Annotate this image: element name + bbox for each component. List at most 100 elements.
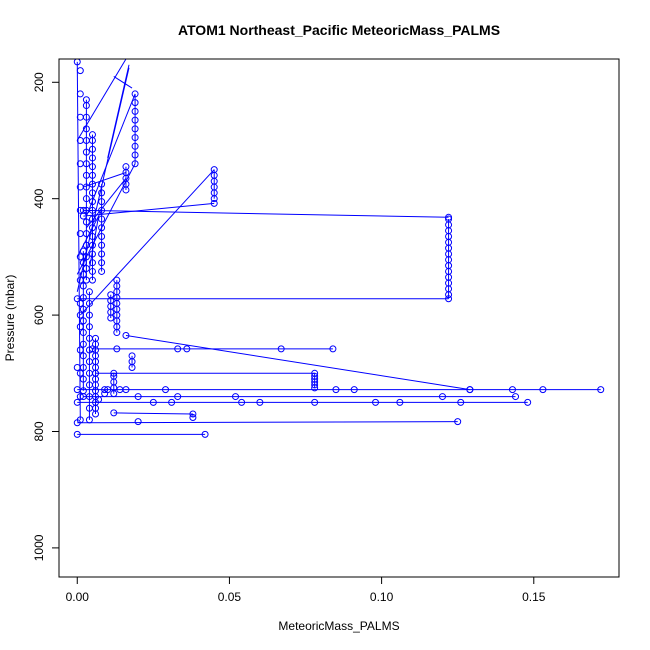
data-point [76,160,84,168]
data-point [98,241,106,249]
data-point [79,259,87,267]
data-point [98,189,106,197]
data-point [85,299,93,307]
data-point [73,398,81,406]
x-tick-label: 0.10 [370,590,394,604]
data-point [98,206,106,214]
data-point [85,288,93,296]
data-point [85,311,93,319]
data-point [79,375,87,383]
data-point [134,418,142,426]
data-point [82,96,90,104]
data-point [445,295,453,303]
data-point [122,331,130,339]
data-point [311,381,319,389]
data-point [113,345,121,353]
y-tick-label: 800 [32,421,46,441]
series-line-segment [83,209,449,218]
data-point [232,393,240,401]
data-point [79,352,87,360]
data-point [79,387,87,395]
data-point [88,163,96,171]
series-points [73,59,605,438]
data-point [73,59,81,66]
data-point [76,113,84,121]
data-point [82,195,90,203]
data-point [88,198,96,206]
data-point [131,160,139,168]
data-point [524,398,532,406]
series-line-segment [76,59,127,141]
data-point [76,276,84,284]
data-point [88,180,96,188]
data-point [85,381,93,389]
data-point [98,250,106,258]
data-point [95,395,103,403]
data-point [79,247,87,255]
data-point [116,386,124,394]
plot-area [73,59,605,438]
data-point [210,199,218,207]
x-tick-label: 0.05 [218,590,242,604]
data-point [101,386,109,394]
data-point [98,198,106,206]
y-axis-label: Pressure (mbar) [3,275,17,362]
data-point [131,107,139,115]
series-line-segment [76,67,130,292]
data-point [88,267,96,275]
data-point [79,282,87,290]
series-line-segment [83,172,127,188]
data-point [79,294,87,302]
data-point [131,116,139,124]
data-point [88,215,96,223]
data-point [82,171,90,179]
data-point [110,372,118,380]
data-point [113,276,121,284]
data-point [122,163,130,171]
data-point [131,142,139,150]
data-point [189,410,197,418]
data-point [131,99,139,107]
data-point [98,233,106,241]
data-point [85,416,93,424]
data-point [189,414,197,422]
data-point [79,305,87,313]
data-point [104,386,112,394]
chart-title: ATOM1 Northeast_Pacific MeteoricMass_PAL… [178,22,500,38]
series-line-segment [76,61,81,420]
data-point [79,270,87,278]
data-point [85,369,93,377]
series-line-segment [113,412,193,415]
data-point [201,430,209,438]
y-tick-label: 200 [32,72,46,92]
x-tick-label: 0.00 [66,590,90,604]
data-point [76,206,84,214]
series-line-segment [83,202,215,217]
data-point [88,189,96,197]
data-point [82,241,90,249]
data-point [85,334,93,342]
series-line-segment [107,64,130,159]
data-point [98,215,106,223]
data-point [457,398,465,406]
x-axis: 0.00 0.05 0.10 0.15 [66,576,546,604]
y-tick-label: 1000 [32,534,46,561]
data-point [76,369,84,377]
series-line-segment [76,163,136,275]
series-line-segment [86,178,127,229]
data-point [98,180,106,188]
data-point [88,233,96,241]
data-point [149,398,157,406]
data-point [76,136,84,144]
data-point [311,384,319,392]
data-point [76,253,84,261]
data-point [454,418,462,426]
data-point [332,386,340,394]
data-point [85,323,93,331]
data-point [82,265,90,273]
data-point [88,259,96,267]
data-point [128,352,136,360]
data-point [88,131,96,139]
data-point [82,148,90,156]
data-point [82,218,90,226]
